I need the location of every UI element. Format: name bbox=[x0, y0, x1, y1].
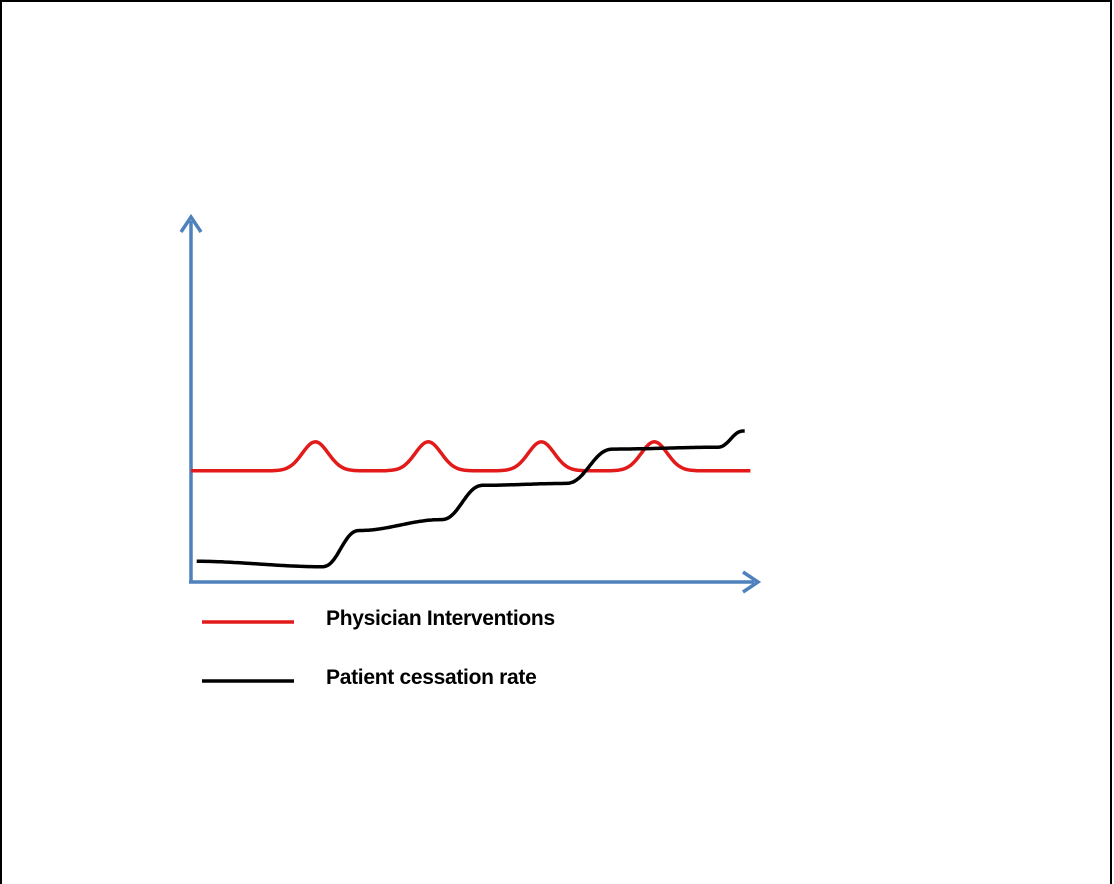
legend-label-patient-cessation-rate: Patient cessation rate bbox=[326, 666, 537, 689]
y-axis-arrow-icon bbox=[179, 213, 203, 233]
x-axis-arrow-icon bbox=[742, 570, 762, 594]
legend-label-physician-interventions: Physician Interventions bbox=[326, 607, 555, 630]
legend: Physician Interventions Patient cessatio… bbox=[202, 607, 555, 689]
series-line-patient-cessation-rate bbox=[196, 429, 746, 569]
series-line-physician-interventions bbox=[190, 440, 751, 473]
